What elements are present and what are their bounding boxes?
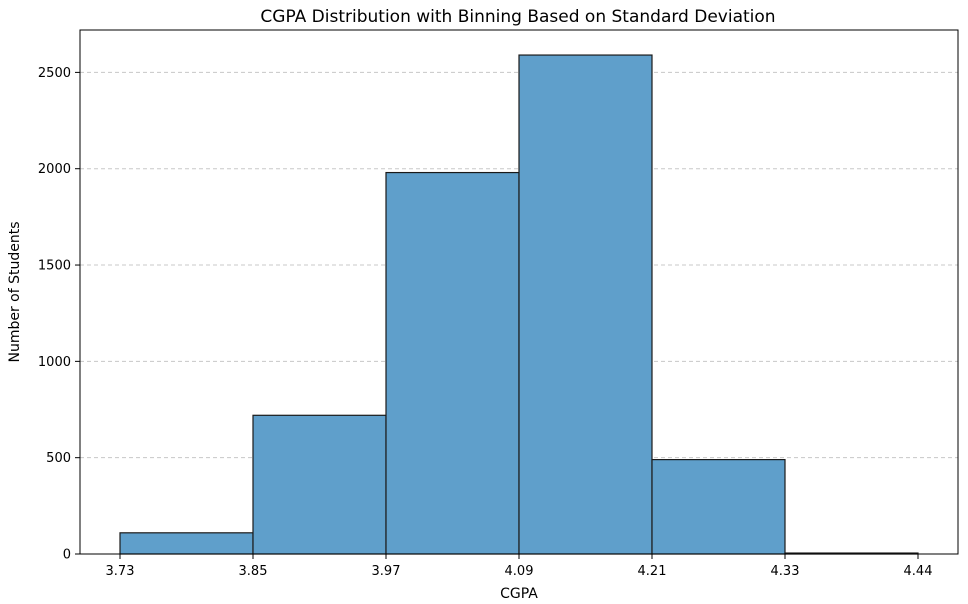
- x-axis-ticks: 3.73 3.85 3.97 4.09 4.21 4.33 4.44: [106, 554, 933, 579]
- chart-title: CGPA Distribution with Binning Based on …: [260, 7, 775, 27]
- histogram-bar-5: [651, 459, 786, 555]
- y-tick-label-0: 0: [63, 548, 71, 563]
- y-tick-label-500: 500: [46, 451, 71, 466]
- x-tick-label-3: 4.09: [505, 564, 534, 579]
- y-tick-label-1500: 1500: [38, 259, 71, 274]
- y-tick-label-2500: 2500: [38, 66, 71, 81]
- x-tick-label-2: 3.97: [372, 564, 401, 579]
- histogram-bar-2: [252, 414, 387, 555]
- x-tick-label-0: 3.73: [106, 564, 135, 579]
- histogram-bar-4: [518, 54, 653, 555]
- y-tick-label-1000: 1000: [38, 355, 71, 370]
- y-tick-label-2000: 2000: [38, 162, 71, 177]
- x-tick-label-6: 4.44: [904, 564, 933, 579]
- grid-lines: [80, 71, 958, 459]
- x-axis-label: CGPA: [500, 586, 538, 602]
- histogram-bar-3: [385, 171, 520, 555]
- x-tick-label-4: 4.21: [638, 564, 667, 579]
- y-axis-ticks: 0 500 1000 1500 2000 2500: [38, 66, 80, 563]
- histogram-bar-1: [119, 532, 254, 555]
- histogram-bars: [119, 54, 919, 555]
- y-axis-label: Number of Students: [7, 221, 23, 362]
- x-tick-label-1: 3.85: [239, 564, 268, 579]
- x-tick-label-5: 4.33: [771, 564, 800, 579]
